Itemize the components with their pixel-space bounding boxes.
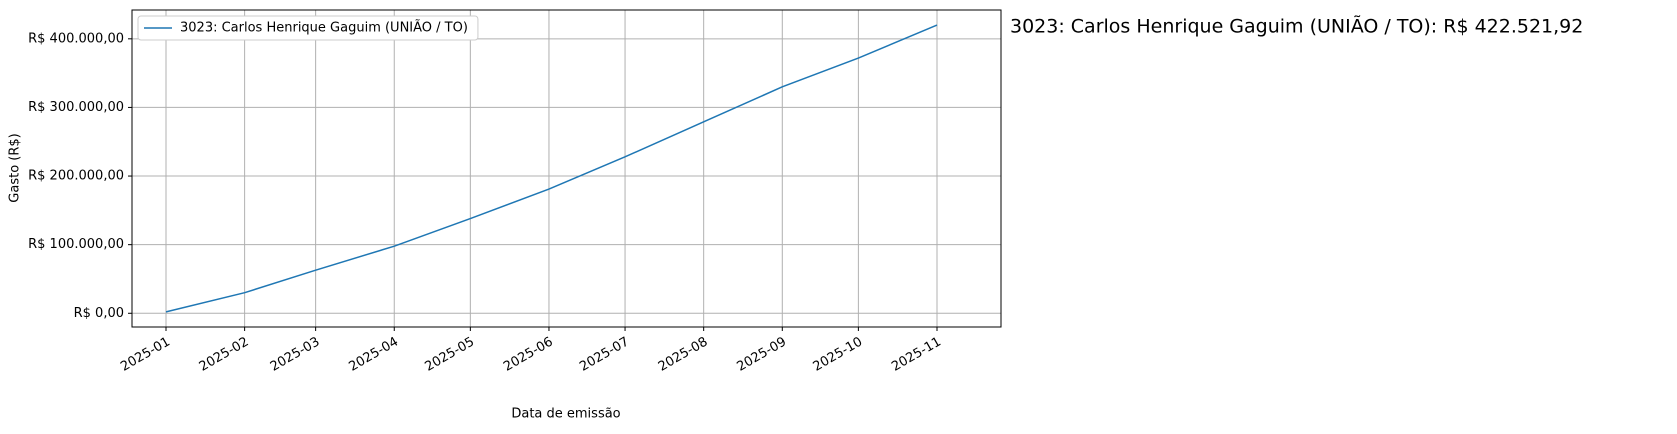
x-axis-label: Data de emissão <box>511 407 620 422</box>
annotation: 3023: Carlos Henrique Gaguim (UNIÃO / TO… <box>1010 15 1583 38</box>
x-tick-label: 2025-03 <box>268 335 323 375</box>
x-tick-label: 2025-06 <box>501 335 556 375</box>
x-tick-label: 2025-07 <box>577 335 632 375</box>
x-tick-label: 2025-11 <box>889 335 944 375</box>
x-tick-label: 2025-05 <box>423 335 478 375</box>
plot-frame <box>131 9 1002 328</box>
x-tick-label: 2025-09 <box>734 335 789 375</box>
x-tick-label: 2025-01 <box>118 335 173 375</box>
y-tick-label: R$ 300.000,00 <box>28 100 124 115</box>
legend-label: 3023: Carlos Henrique Gaguim (UNIÃO / TO… <box>180 20 468 36</box>
x-tick-label: 2025-02 <box>197 335 252 375</box>
x-tick-label: 2025-04 <box>346 335 401 375</box>
data-line <box>165 24 938 313</box>
y-tick-label: R$ 400.000,00 <box>28 31 124 46</box>
legend-box <box>137 15 479 41</box>
y-tick-label: R$ 0,00 <box>74 306 124 321</box>
x-tick-label: 2025-08 <box>656 335 711 375</box>
x-tick-label: 2025-10 <box>811 335 866 375</box>
y-tick-label: R$ 100.000,00 <box>28 237 124 252</box>
y-tick-label: R$ 200.000,00 <box>28 169 124 184</box>
y-axis-label: Gasto (R$) <box>8 133 23 202</box>
